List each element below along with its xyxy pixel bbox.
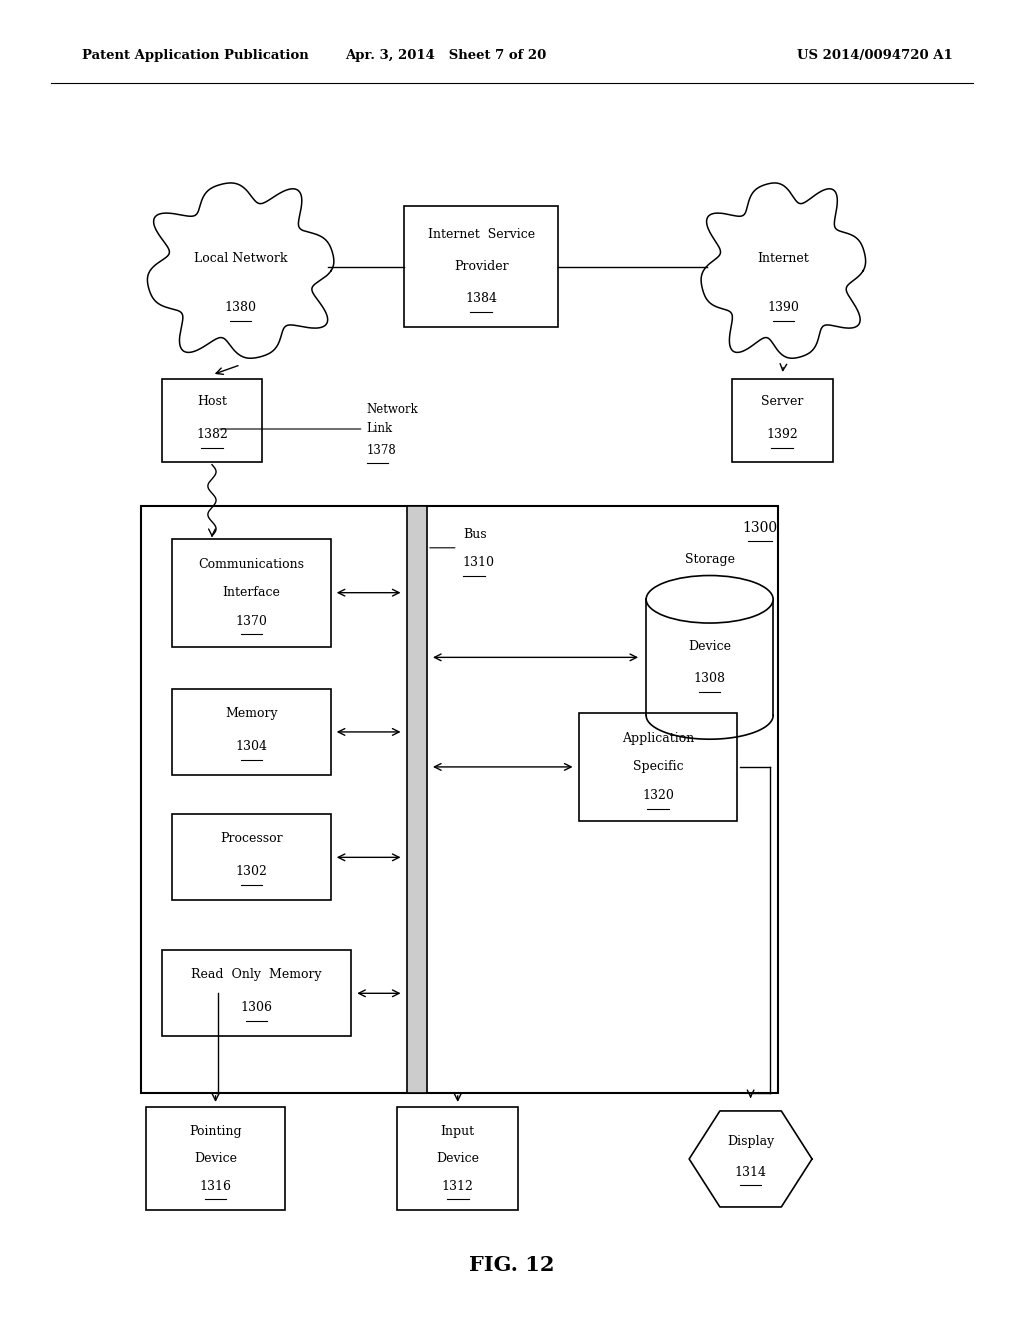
- Text: 1316: 1316: [200, 1180, 231, 1192]
- Text: Apr. 3, 2014   Sheet 7 of 20: Apr. 3, 2014 Sheet 7 of 20: [345, 49, 546, 62]
- Text: Host: Host: [197, 396, 227, 408]
- FancyBboxPatch shape: [172, 689, 331, 775]
- Text: Device: Device: [195, 1152, 237, 1166]
- Text: 1378: 1378: [367, 444, 396, 457]
- FancyBboxPatch shape: [732, 379, 833, 462]
- Polygon shape: [689, 1111, 812, 1206]
- Text: 1382: 1382: [196, 429, 228, 441]
- Text: 1390: 1390: [767, 301, 800, 314]
- FancyBboxPatch shape: [646, 599, 773, 715]
- Text: 1384: 1384: [465, 292, 498, 305]
- Text: Internet: Internet: [758, 252, 809, 265]
- Text: Interface: Interface: [222, 586, 281, 599]
- Text: Storage: Storage: [685, 553, 734, 566]
- Text: 1370: 1370: [236, 615, 267, 628]
- Text: Read  Only  Memory: Read Only Memory: [191, 969, 322, 981]
- FancyBboxPatch shape: [404, 206, 558, 327]
- Text: Local Network: Local Network: [194, 252, 288, 265]
- Text: Processor: Processor: [220, 833, 283, 845]
- Text: US 2014/0094720 A1: US 2014/0094720 A1: [797, 49, 952, 62]
- Text: Server: Server: [761, 396, 804, 408]
- Text: 1304: 1304: [236, 741, 267, 752]
- Text: 1380: 1380: [224, 301, 257, 314]
- Text: Internet  Service: Internet Service: [428, 228, 535, 242]
- FancyBboxPatch shape: [172, 814, 331, 900]
- Text: Provider: Provider: [454, 260, 509, 273]
- Ellipse shape: [646, 576, 773, 623]
- FancyBboxPatch shape: [397, 1107, 518, 1210]
- Text: 1392: 1392: [766, 429, 799, 441]
- FancyBboxPatch shape: [172, 539, 331, 647]
- Text: Link: Link: [367, 422, 393, 436]
- Text: 1314: 1314: [734, 1166, 767, 1179]
- Text: FIG. 12: FIG. 12: [469, 1254, 555, 1275]
- Polygon shape: [701, 183, 865, 358]
- Text: Pointing: Pointing: [189, 1126, 242, 1138]
- Polygon shape: [147, 183, 334, 358]
- Text: 1320: 1320: [642, 789, 674, 803]
- Text: Bus: Bus: [463, 528, 486, 541]
- Text: 1300: 1300: [742, 521, 777, 535]
- Text: Network: Network: [367, 403, 419, 416]
- FancyBboxPatch shape: [141, 506, 778, 1093]
- FancyBboxPatch shape: [146, 1107, 285, 1210]
- Text: Device: Device: [688, 640, 731, 653]
- FancyBboxPatch shape: [407, 506, 427, 1093]
- Text: Memory: Memory: [225, 708, 278, 719]
- FancyBboxPatch shape: [579, 713, 737, 821]
- FancyBboxPatch shape: [162, 379, 262, 462]
- Text: Application: Application: [622, 731, 694, 744]
- Text: Patent Application Publication: Patent Application Publication: [82, 49, 308, 62]
- Text: 1308: 1308: [693, 672, 726, 685]
- Text: Specific: Specific: [633, 760, 683, 774]
- Text: Display: Display: [727, 1135, 774, 1148]
- Text: Device: Device: [436, 1152, 479, 1166]
- Text: 1312: 1312: [441, 1180, 474, 1192]
- Text: Input: Input: [440, 1126, 475, 1138]
- Text: 1302: 1302: [236, 866, 267, 878]
- Text: 1310: 1310: [463, 556, 495, 569]
- Text: Communications: Communications: [199, 557, 304, 570]
- FancyBboxPatch shape: [162, 950, 351, 1036]
- Text: 1306: 1306: [241, 1002, 272, 1014]
